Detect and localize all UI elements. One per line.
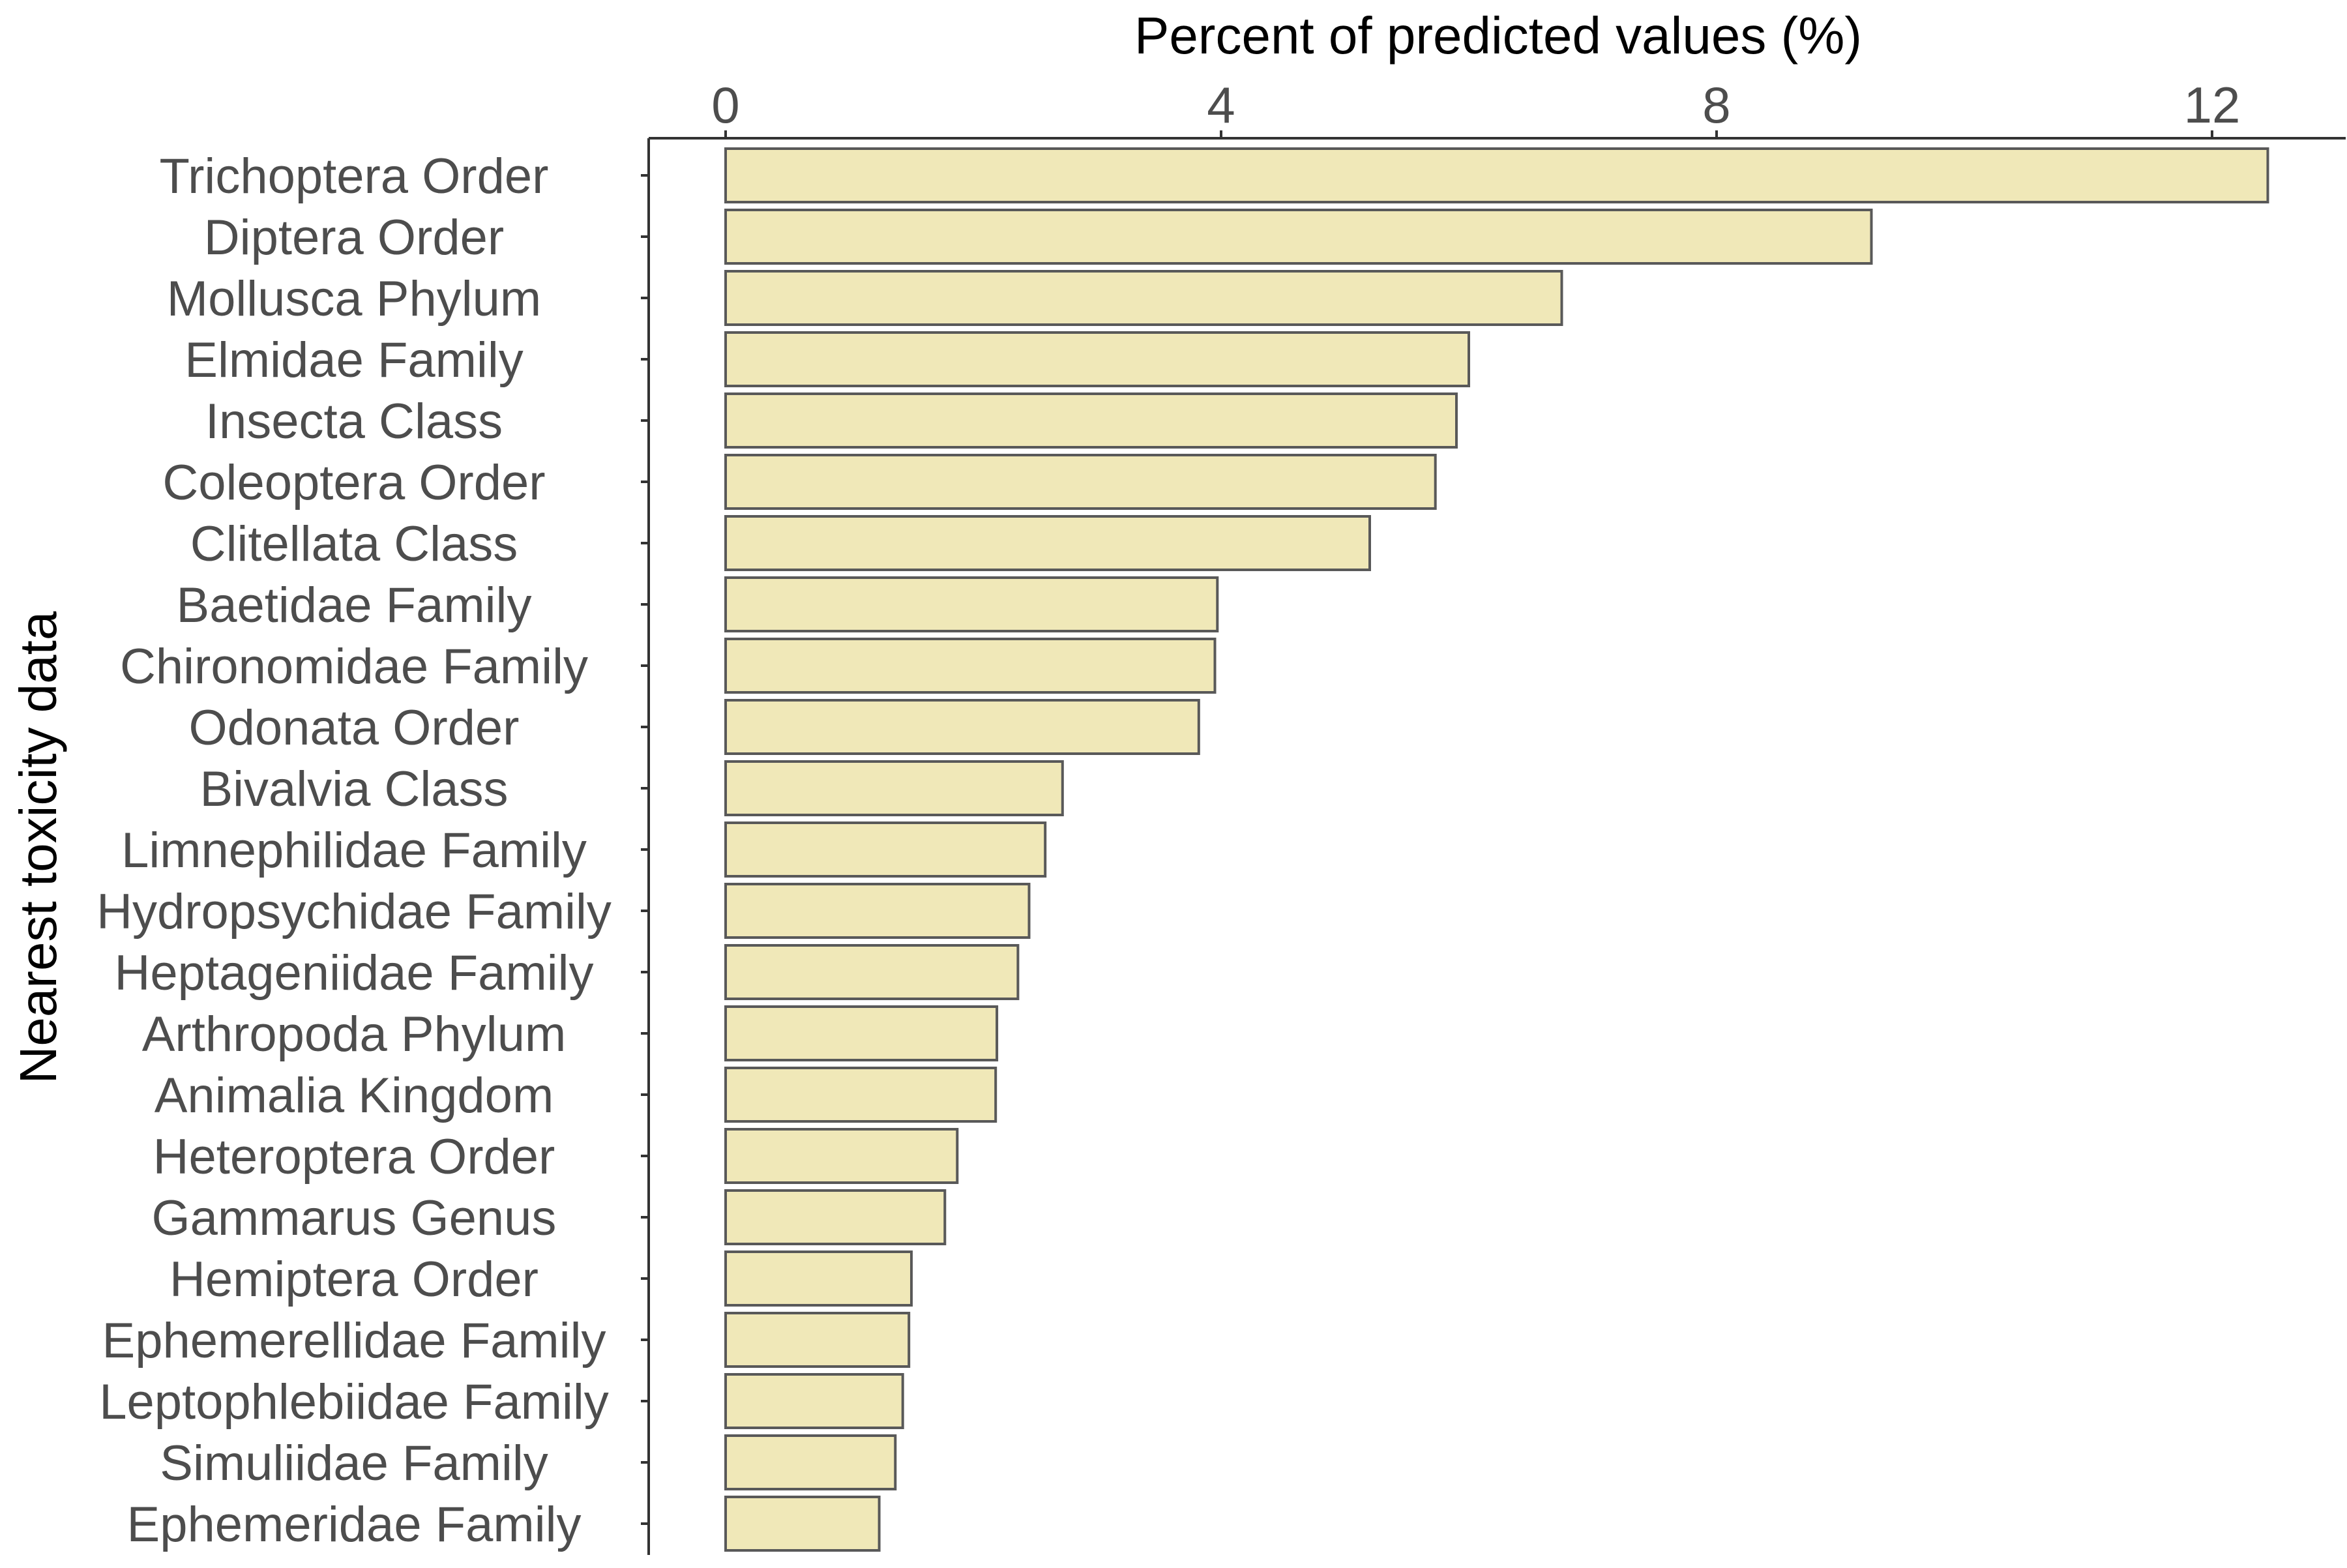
- category-label: Gammarus Genus: [152, 1191, 557, 1246]
- bars-layer: [724, 147, 2269, 1552]
- x-tick-label: 12: [2184, 76, 2241, 134]
- category-label: Heteroptera Order: [153, 1129, 555, 1185]
- category-label: Simuliidae Family: [160, 1436, 548, 1491]
- bar: [724, 209, 1873, 265]
- category-label: Bivalvia Class: [199, 762, 508, 817]
- bar: [724, 883, 1031, 939]
- y-axis-title: Nearest toxicity data: [9, 611, 67, 1084]
- bar: [724, 760, 1064, 816]
- category-label: Hydropsychidae Family: [96, 884, 612, 939]
- bar: [724, 1067, 997, 1123]
- bar: [724, 1373, 904, 1429]
- x-tick-label: 0: [711, 76, 739, 134]
- category-label: Hemiptera Order: [170, 1252, 539, 1307]
- category-labels-layer: Trichoptera Order Diptera Order Mollusca P…: [96, 149, 612, 1552]
- x-axis-title: Percent of predicted values (%): [1134, 7, 1862, 65]
- category-label: Insecta Class: [205, 394, 503, 449]
- category-label: Leptophlebiidae Family: [99, 1374, 609, 1430]
- bar: [724, 454, 1437, 510]
- y-ticks-layer: [641, 174, 649, 1525]
- bar: [724, 1005, 999, 1061]
- category-label: Heptageniidae Family: [114, 945, 593, 1001]
- bar: [724, 1434, 897, 1490]
- bar: [724, 699, 1200, 755]
- category-label: Baetidae Family: [177, 578, 532, 633]
- bar: [724, 331, 1470, 387]
- category-label: Ephemerellidae Family: [102, 1313, 606, 1368]
- category-label: Odonata Order: [189, 700, 520, 756]
- category-label: Mollusca Phylum: [167, 271, 541, 327]
- category-label: Arthropoda Phylum: [142, 1007, 567, 1062]
- bar: [724, 1312, 911, 1368]
- category-label: Limnephilidae Family: [121, 823, 587, 878]
- bar: [724, 1128, 959, 1184]
- bar: [724, 147, 2269, 203]
- category-label: Ephemeridae Family: [127, 1497, 582, 1552]
- x-tick-label: 8: [1702, 76, 1730, 134]
- bar: [724, 576, 1219, 632]
- category-label: Trichoptera Order: [160, 149, 549, 204]
- category-label: Elmidae Family: [185, 333, 523, 388]
- bar: [724, 515, 1371, 571]
- bar: [724, 392, 1458, 449]
- bar: [724, 944, 1020, 1000]
- category-label: Diptera Order: [204, 210, 504, 265]
- category-label: Clitellata Class: [190, 516, 518, 572]
- category-label: Animalia Kingdom: [155, 1068, 554, 1123]
- category-label: Coleoptera Order: [162, 455, 545, 510]
- bar: [724, 1189, 947, 1245]
- bar: [724, 638, 1217, 694]
- category-label: Chironomidae Family: [120, 639, 588, 694]
- bar: [724, 270, 1563, 326]
- x-ticks-layer: 0 4 8 12: [711, 76, 2240, 138]
- bar: [724, 821, 1047, 878]
- bar: [724, 1496, 881, 1552]
- axis-layer: [647, 137, 2346, 1555]
- x-tick-label: 4: [1207, 76, 1235, 134]
- bar: [724, 1250, 913, 1307]
